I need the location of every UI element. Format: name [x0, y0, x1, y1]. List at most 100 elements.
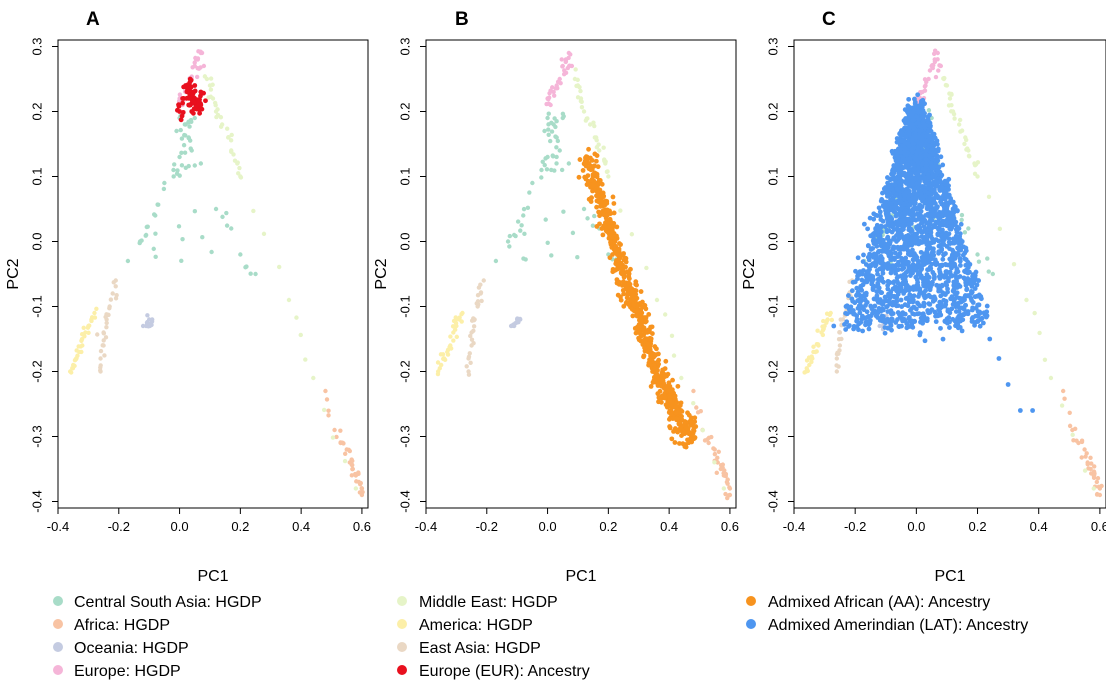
- data-point: [1011, 261, 1017, 267]
- data-point: [957, 324, 963, 330]
- data-point: [911, 125, 917, 130]
- data-point: [844, 311, 850, 317]
- data-point: [180, 236, 185, 242]
- data-point: [915, 120, 921, 126]
- data-point: [547, 91, 552, 96]
- data-point: [108, 297, 114, 302]
- data-point: [885, 325, 891, 331]
- data-point: [938, 325, 943, 331]
- data-point: [551, 89, 556, 95]
- data-point: [811, 344, 816, 349]
- data-point: [202, 74, 208, 79]
- data-point: [471, 324, 477, 329]
- data-point: [946, 315, 952, 320]
- data-point: [553, 134, 558, 139]
- data-point: [187, 79, 193, 85]
- data-point: [107, 306, 112, 311]
- data-point: [654, 297, 660, 303]
- data-point: [614, 233, 619, 239]
- data-point: [594, 138, 599, 143]
- data-point: [611, 201, 617, 206]
- data-point: [910, 117, 915, 123]
- data-point: [514, 320, 519, 325]
- data-point: [545, 115, 550, 121]
- data-point: [877, 209, 883, 215]
- data-point: [1091, 486, 1096, 491]
- data-point: [180, 96, 186, 101]
- data-point: [923, 288, 929, 293]
- data-point: [229, 148, 234, 153]
- data-point: [612, 239, 618, 244]
- data-point: [656, 351, 661, 357]
- data-point: [909, 148, 915, 154]
- data-point: [326, 413, 331, 418]
- data-point: [882, 243, 888, 249]
- data-point: [937, 215, 942, 221]
- data-point: [924, 206, 930, 212]
- data-point: [171, 167, 176, 173]
- data-point: [342, 451, 348, 456]
- data-point: [986, 269, 991, 274]
- data-point: [917, 289, 923, 294]
- data-point: [228, 138, 234, 143]
- data-point: [914, 205, 920, 211]
- data-point: [224, 223, 230, 228]
- legend-marker: [397, 596, 407, 606]
- data-point: [927, 68, 933, 73]
- data-point: [466, 369, 471, 374]
- overlay-series-group: [576, 146, 699, 450]
- data-point: [261, 231, 267, 237]
- x-axis-title: PC1: [197, 568, 228, 585]
- data-point: [674, 416, 679, 422]
- data-point: [837, 330, 843, 335]
- data-point: [1092, 464, 1097, 469]
- data-point: [970, 280, 976, 286]
- data-point: [1059, 403, 1065, 408]
- data-point: [530, 180, 535, 186]
- data-point: [475, 299, 481, 304]
- data-point: [521, 213, 526, 218]
- data-point: [936, 288, 942, 294]
- data-point: [1042, 357, 1048, 363]
- data-point: [1085, 461, 1090, 467]
- data-point: [828, 310, 833, 316]
- data-point: [946, 176, 952, 182]
- data-point: [969, 277, 974, 283]
- data-point: [437, 366, 442, 371]
- data-point: [912, 200, 918, 206]
- data-point: [936, 307, 942, 313]
- y-tick-label: 0.3: [397, 37, 412, 55]
- data-point: [829, 317, 835, 323]
- y-tick-label: 0.1: [765, 167, 780, 185]
- data-point: [958, 240, 964, 246]
- data-point: [350, 466, 355, 472]
- data-point: [874, 268, 880, 273]
- data-point: [922, 338, 928, 344]
- data-point: [577, 85, 582, 90]
- data-point: [874, 289, 880, 294]
- data-point: [893, 158, 899, 164]
- data-point: [923, 199, 928, 205]
- data-point: [938, 301, 944, 307]
- data-point: [954, 208, 960, 214]
- data-point: [963, 282, 969, 288]
- data-point: [546, 97, 551, 102]
- data-point: [936, 179, 942, 184]
- data-point: [602, 158, 607, 164]
- data-point: [910, 135, 916, 140]
- data-point: [921, 121, 926, 127]
- data-point: [944, 210, 950, 216]
- data-point: [947, 325, 952, 330]
- data-point: [940, 227, 945, 233]
- data-point: [956, 309, 962, 314]
- x-tick-label: 0.2: [968, 519, 986, 534]
- data-point: [686, 440, 692, 446]
- data-point: [868, 313, 874, 319]
- data-point: [929, 173, 935, 179]
- data-point: [1094, 479, 1100, 485]
- data-point: [906, 227, 912, 233]
- data-point: [181, 142, 187, 148]
- plot-frame: [425, 39, 737, 509]
- data-point: [948, 272, 954, 278]
- data-point: [189, 109, 195, 114]
